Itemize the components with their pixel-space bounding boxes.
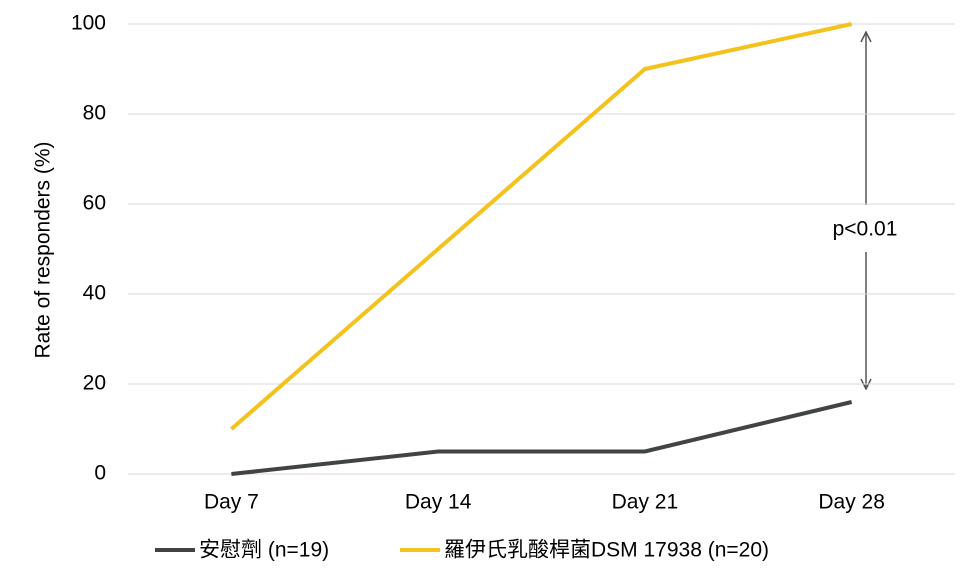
- y-axis-title: Rate of responders (%): [32, 141, 55, 358]
- series-line: [231, 400, 853, 476]
- x-tick-label: Day 7: [204, 491, 259, 514]
- series-line: [230, 22, 853, 431]
- x-tick-label: Day 28: [818, 491, 885, 514]
- annotation: p<0.01: [833, 218, 898, 241]
- y-tick-label: 80: [83, 102, 106, 125]
- legend-label: 羅伊氏乳酸桿菌DSM 17938 (n=20): [444, 539, 769, 562]
- y-tick-label: 20: [83, 372, 106, 395]
- y-tick-label: 100: [71, 12, 106, 35]
- y-tick-label: 0: [94, 462, 106, 485]
- legend-label: 安慰劑 (n=19): [199, 539, 329, 562]
- x-tick-label: Day 21: [612, 491, 679, 514]
- x-tick-label: Day 14: [405, 491, 472, 514]
- y-tick-label: 60: [83, 192, 106, 215]
- y-tick-label: 40: [83, 282, 106, 305]
